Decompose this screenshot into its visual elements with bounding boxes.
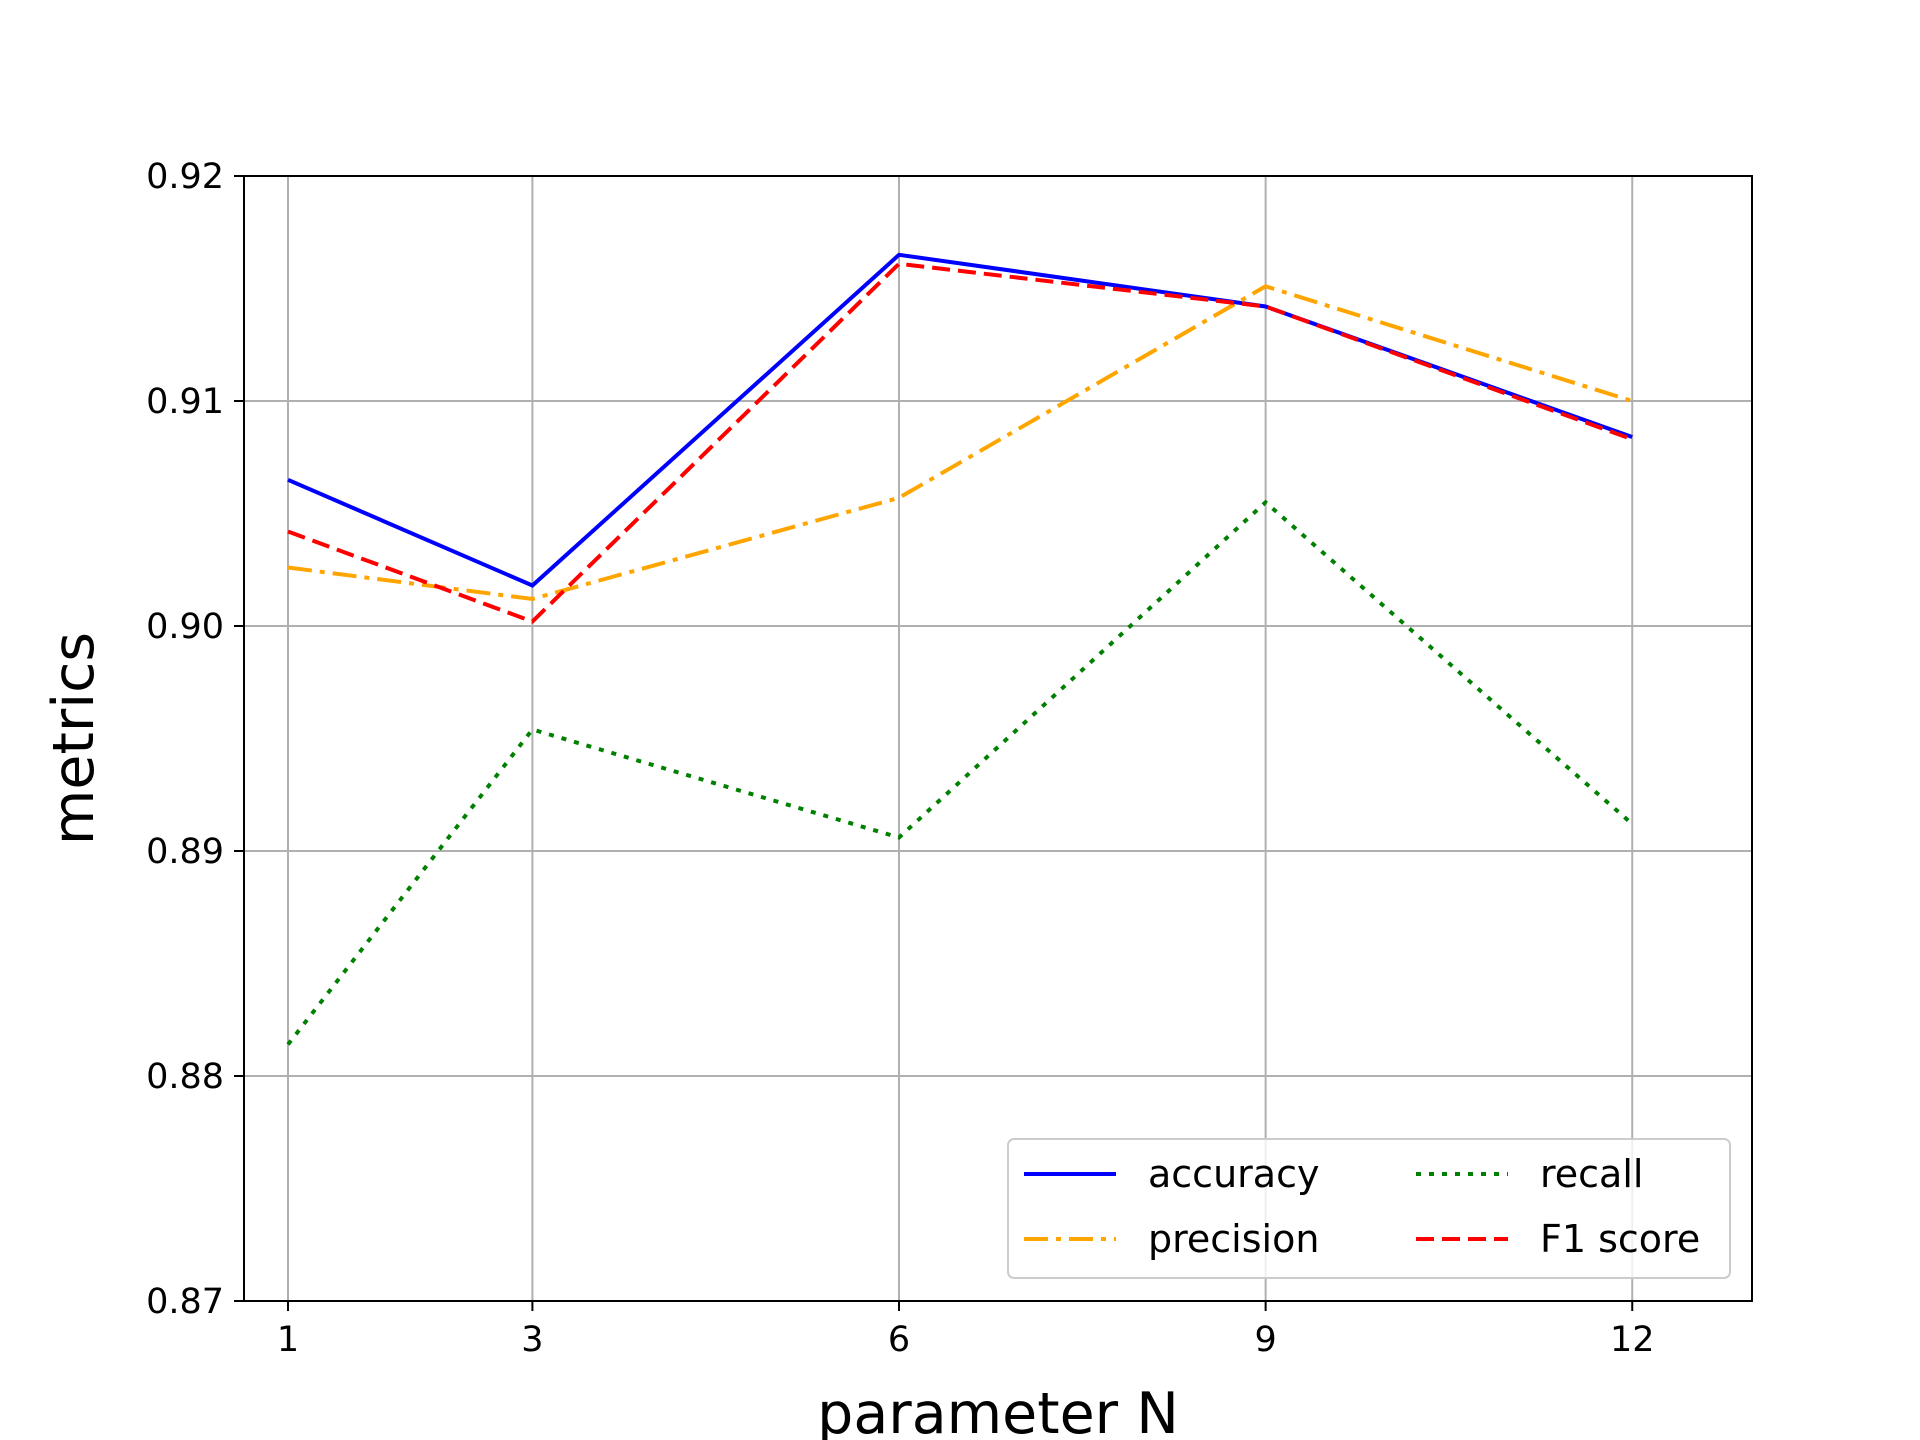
series-line-recall xyxy=(286,499,1634,1046)
y-axis-title: metrics xyxy=(41,632,107,845)
y-tick-label: 0.91 xyxy=(146,382,224,422)
series-line-accuracy xyxy=(287,252,1633,588)
y-tick-label: 0.92 xyxy=(146,157,224,197)
legend: accuracy precision recall F1 score xyxy=(1007,1138,1731,1279)
legend-label-recall: recall xyxy=(1540,1152,1643,1196)
plot-frame xyxy=(243,175,1753,1302)
x-tick-label: 6 xyxy=(888,1320,910,1360)
x-tick-label: 9 xyxy=(1254,1320,1276,1360)
legend-label-accuracy: accuracy xyxy=(1148,1152,1319,1196)
series-line-precision xyxy=(287,284,1633,602)
y-tick-label: 0.89 xyxy=(146,832,224,872)
x-tick-label: 3 xyxy=(521,1320,543,1360)
x-axis-title: parameter N xyxy=(817,1381,1179,1440)
legend-label-precision: precision xyxy=(1148,1217,1319,1261)
x-tick-label: 12 xyxy=(1610,1320,1655,1360)
legend-label-f1-score: F1 score xyxy=(1540,1217,1700,1261)
series-line-f1-score xyxy=(287,261,1633,624)
y-tick-label: 0.90 xyxy=(146,607,224,647)
legend-box xyxy=(1007,1138,1731,1279)
y-tick-label: 0.88 xyxy=(146,1057,224,1097)
x-tick-label: 1 xyxy=(277,1320,299,1360)
series-layer xyxy=(286,252,1634,1046)
y-tick-label: 0.87 xyxy=(146,1282,224,1322)
ticks-layer: 1 3 6 9 12 0.87 0.88 0.89 0.90 0.91 0.92 xyxy=(146,157,1654,1360)
